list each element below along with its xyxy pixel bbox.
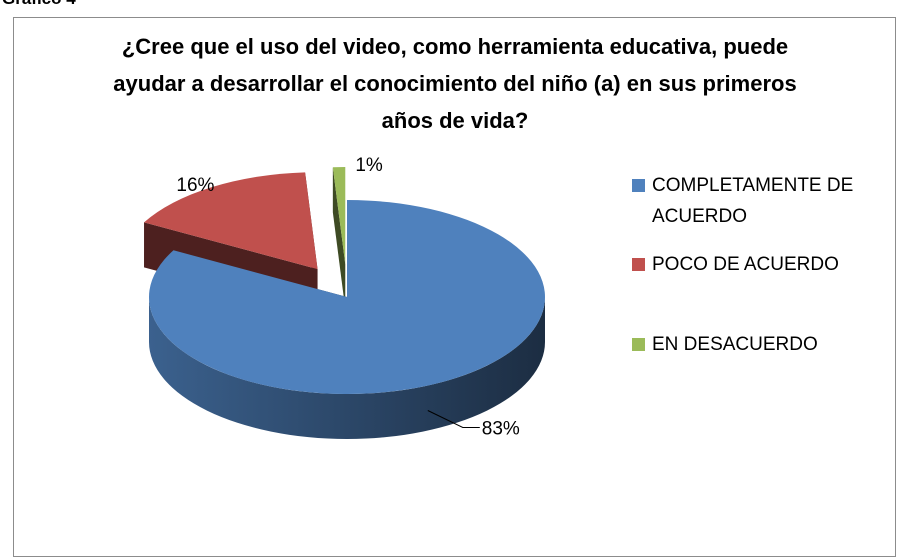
legend-item: COMPLETAMENTE DE ACUERDO <box>632 170 882 232</box>
legend-label: EN DESACUERDO <box>652 334 818 355</box>
legend-swatch <box>632 179 645 192</box>
data-label: 16% <box>176 175 214 196</box>
slice <box>144 172 318 270</box>
chart-title: ¿Cree que el uso del video, como herrami… <box>113 34 797 133</box>
legend-label: POCO DE ACUERDO <box>652 254 839 275</box>
leader-line <box>427 410 480 428</box>
legend-swatch <box>632 258 645 271</box>
caption: Gráfico 4 <box>2 0 76 9</box>
legend-item: POCO DE ACUERDO <box>632 249 882 280</box>
slice-wall <box>149 297 545 439</box>
legend-label: COMPLETAMENTE DE ACUERDO <box>652 175 854 227</box>
data-label: 83% <box>482 418 520 439</box>
slice-side <box>332 167 346 310</box>
slice <box>332 167 346 265</box>
legend-item: EN DESACUERDO <box>632 329 882 360</box>
slice <box>149 200 546 394</box>
data-label: 1% <box>355 155 383 176</box>
legend-swatch <box>632 338 645 351</box>
